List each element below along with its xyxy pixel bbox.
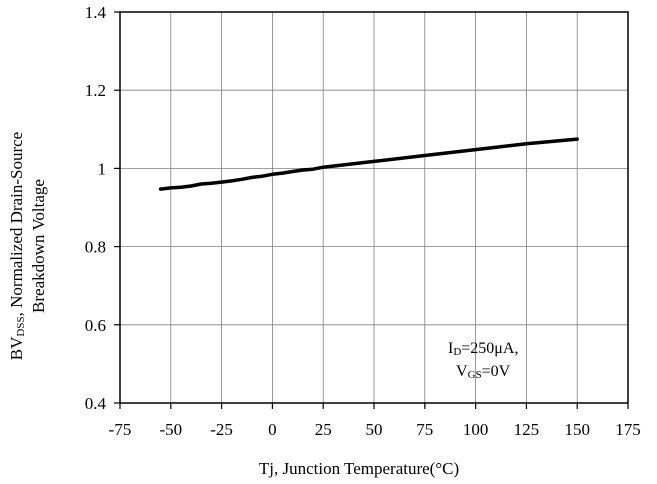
annotation-line-1: ID=250μA, xyxy=(448,340,518,358)
axis-ticks xyxy=(114,12,628,409)
x-tick-label: 125 xyxy=(514,420,540,439)
x-tick-label: -75 xyxy=(109,420,132,439)
grid-lines xyxy=(120,12,628,403)
x-tick-label: 75 xyxy=(416,420,433,439)
y-tick-label: 1.2 xyxy=(85,81,106,100)
x-tick-label: 0 xyxy=(268,420,277,439)
y-tick-label: 0.6 xyxy=(85,316,106,335)
y-tick-label: 0.8 xyxy=(85,238,106,257)
y-tick-label: 0.4 xyxy=(85,394,107,413)
y-axis-title-line-1: BVDSS, Normalized Drain-Source xyxy=(7,132,27,360)
annotation-line-2: VGS=0V xyxy=(456,363,511,381)
y-axis-title-line-2: Breakdown Voltage xyxy=(29,179,48,313)
x-tick-labels: -75 -50 -25 0 25 50 75 100 125 150 175 xyxy=(109,420,641,439)
x-tick-label: -25 xyxy=(210,420,233,439)
x-tick-label: 175 xyxy=(615,420,641,439)
x-tick-label: 25 xyxy=(315,420,332,439)
y-axis-title: BVDSS, Normalized Drain-Source Breakdown… xyxy=(7,132,48,360)
x-tick-label: 50 xyxy=(366,420,383,439)
x-tick-label: 150 xyxy=(564,420,590,439)
x-tick-label: -50 xyxy=(159,420,182,439)
series-line xyxy=(161,139,578,189)
x-axis-title: Tj, Junction Temperature(°C) xyxy=(259,459,459,478)
y-tick-label: 1.4 xyxy=(85,3,107,22)
test-conditions-annotation: ID=250μA, VGS=0V xyxy=(448,340,518,381)
y-tick-label: 1 xyxy=(98,159,107,178)
y-tick-labels: 0.4 0.6 0.8 1 1.2 1.4 xyxy=(85,3,107,413)
x-tick-label: 100 xyxy=(463,420,489,439)
